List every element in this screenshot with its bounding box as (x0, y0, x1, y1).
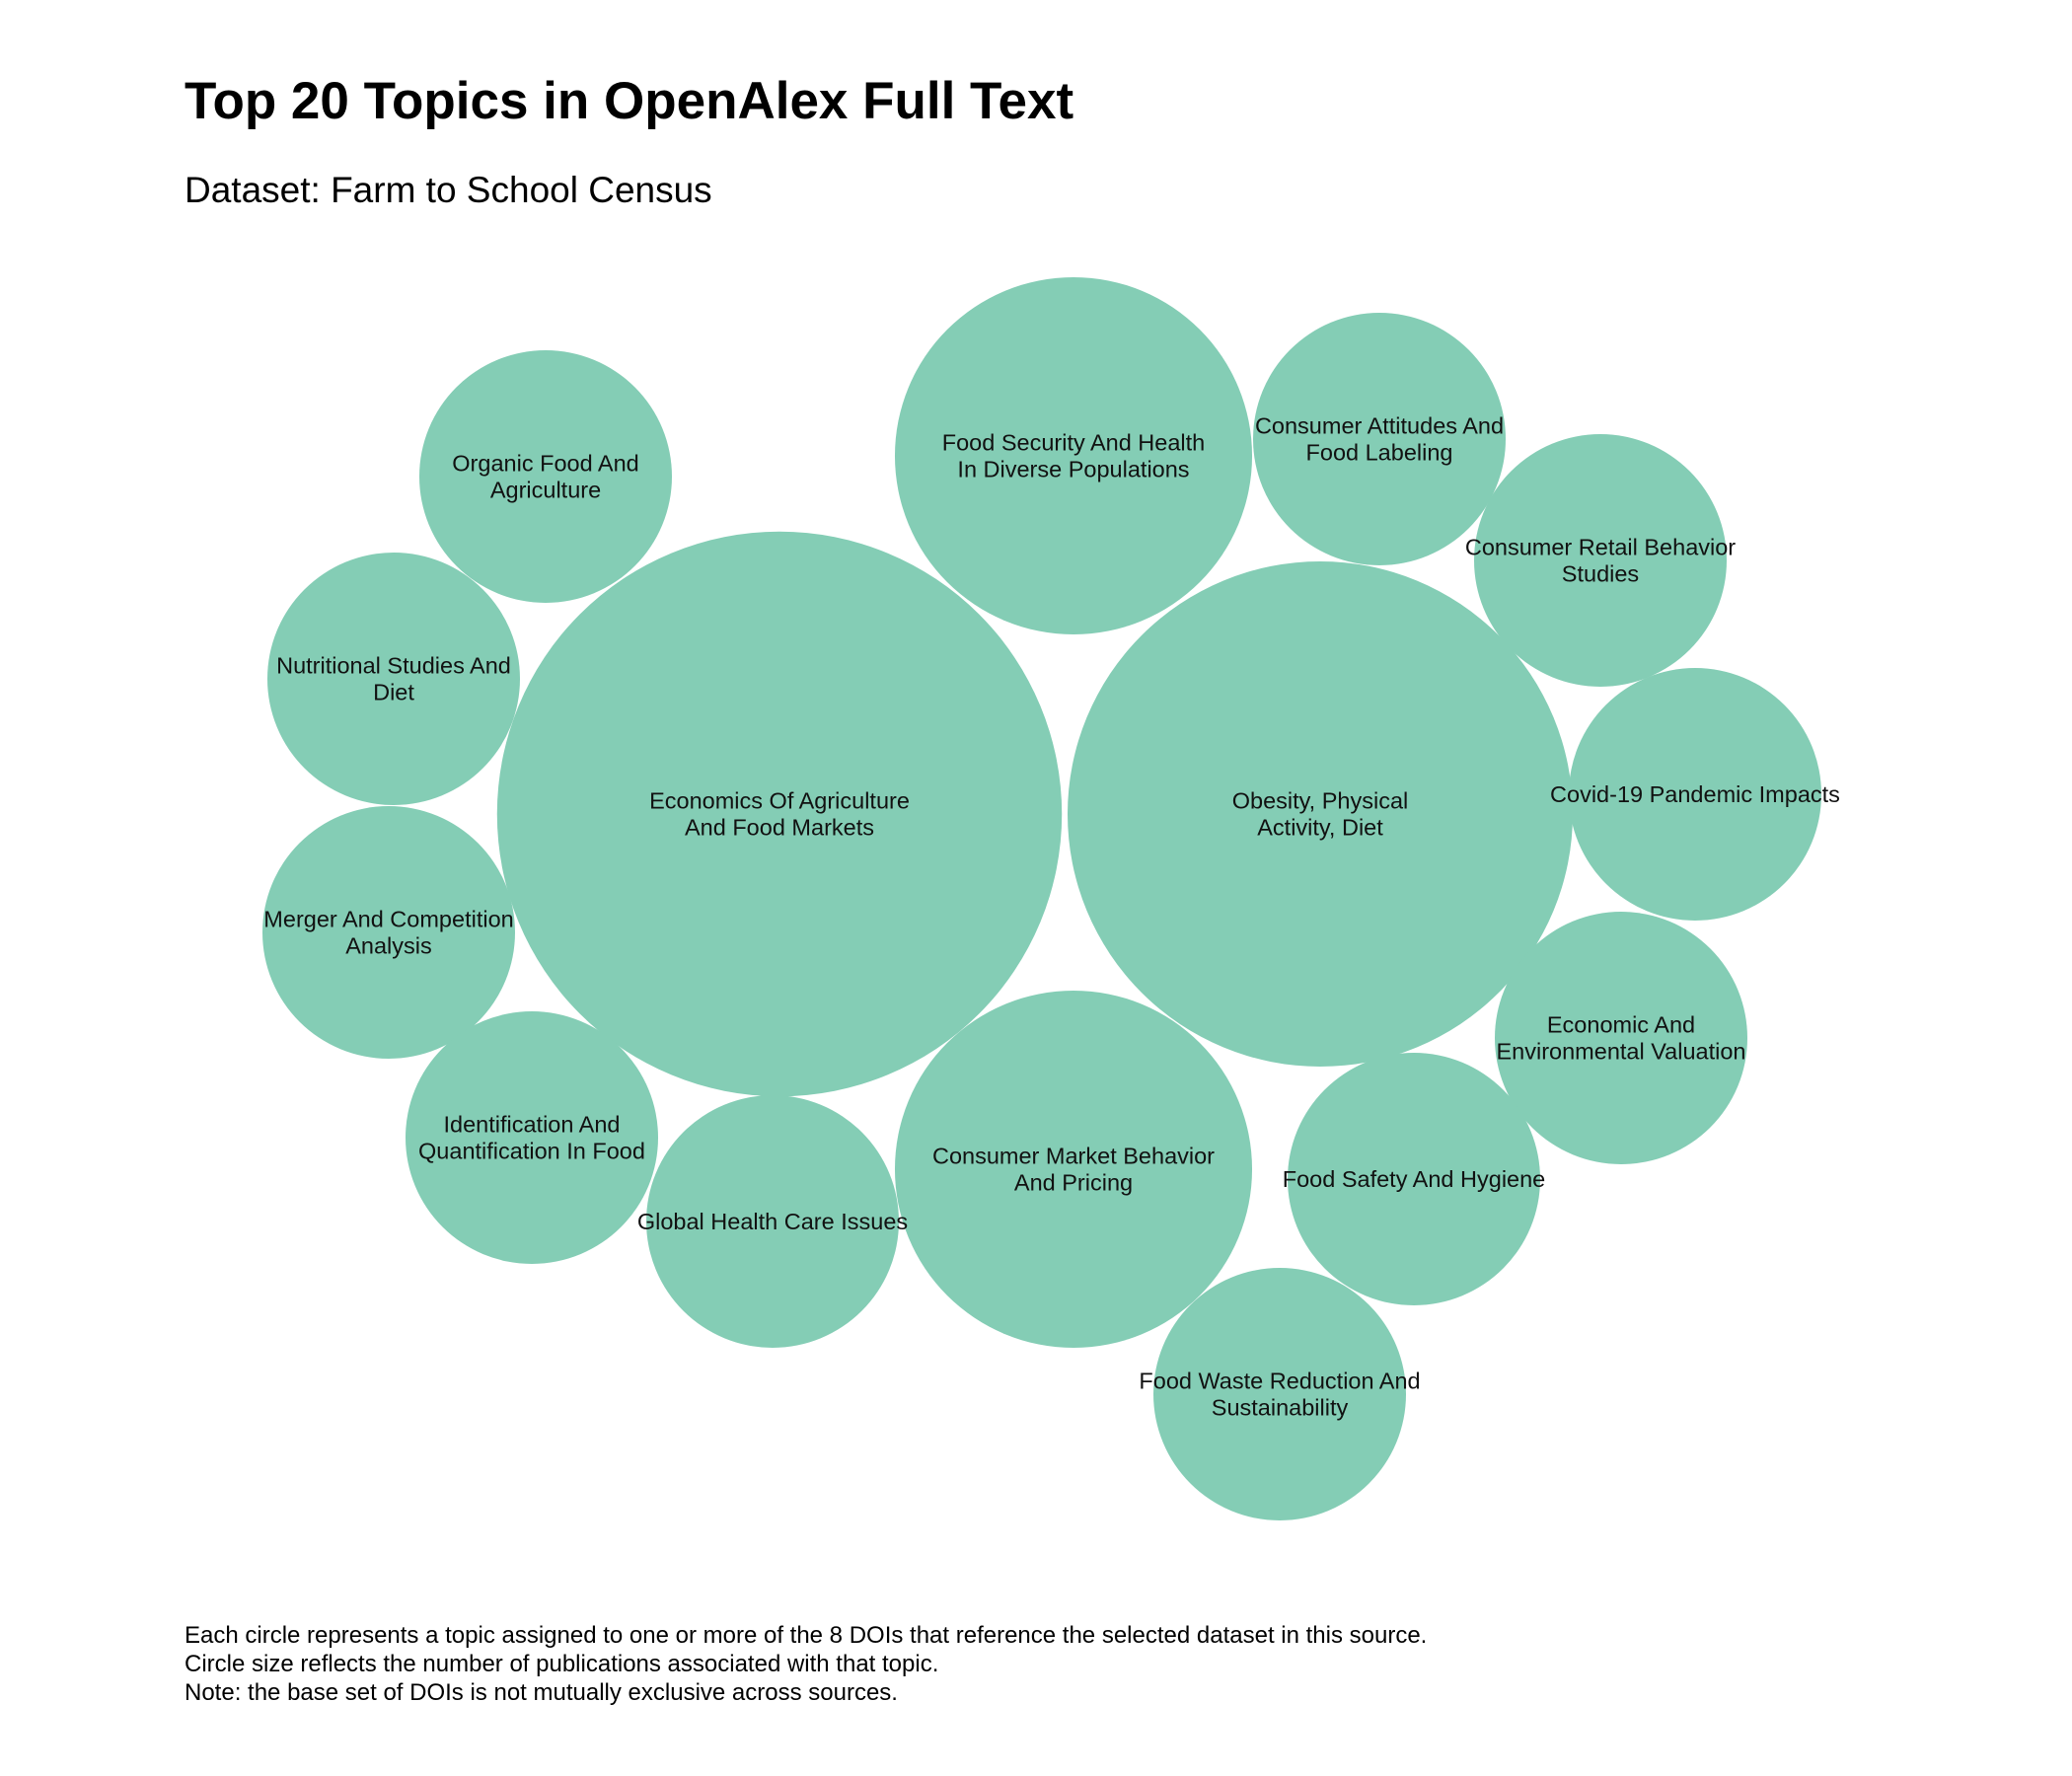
topic-circle (894, 276, 1253, 635)
topic-bubble: Covid-19 Pandemic Impacts (1550, 668, 1840, 921)
topic-label: Covid-19 Pandemic Impacts (1550, 781, 1840, 807)
topic-circle (646, 1095, 899, 1348)
topic-label: Consumer Attitudes And (1255, 413, 1504, 439)
topic-label: Food Waste Reduction And (1139, 1369, 1420, 1394)
caption-line: Each circle represents a topic assigned … (185, 1622, 1428, 1649)
topic-circle (1153, 1268, 1406, 1520)
topic-circle (1495, 912, 1747, 1164)
topic-label: And Pricing (1014, 1170, 1133, 1196)
topic-label: Organic Food And (452, 451, 638, 477)
topic-label: Sustainability (1212, 1395, 1349, 1421)
topic-label: Global Health Care Issues (637, 1209, 908, 1234)
topic-label: Food Security And Health (942, 430, 1206, 456)
caption-line: Circle size reflects the number of publi… (185, 1651, 939, 1677)
chart-caption: Each circle represents a topic assigned … (185, 1621, 1427, 1707)
topic-label: Activity, Diet (1257, 815, 1383, 841)
topic-label: Economic And (1547, 1012, 1695, 1038)
topic-label: Food Labeling (1306, 440, 1453, 466)
topic-circle (894, 990, 1253, 1349)
topic-circle (1474, 434, 1727, 687)
topic-circle (1288, 1053, 1540, 1305)
topic-circle (262, 806, 515, 1059)
topic-label: Diet (373, 680, 414, 705)
topic-circle (1068, 561, 1573, 1067)
topic-circle (1253, 313, 1506, 565)
topic-label: Nutritional Studies And (276, 653, 511, 679)
topic-label: Obesity, Physical (1232, 788, 1409, 814)
topic-circle (1569, 668, 1821, 921)
topic-bubble: Food Safety And Hygiene (1283, 1053, 1546, 1305)
topic-circle (406, 1011, 658, 1264)
topic-label: Environmental Valuation (1497, 1039, 1746, 1065)
topic-label: Analysis (345, 933, 432, 959)
topic-label: Quantification In Food (418, 1139, 645, 1164)
topic-label: Identification And (444, 1112, 621, 1138)
topic-label: In Diverse Populations (957, 457, 1189, 482)
topic-circle (496, 531, 1063, 1097)
topic-bubble: Global Health Care Issues (637, 1095, 908, 1348)
topic-label: Agriculture (490, 478, 601, 503)
topic-circle (419, 350, 672, 603)
topic-label: Economics Of Agriculture (649, 788, 910, 814)
topic-label: And Food Markets (685, 815, 874, 841)
caption-line: Note: the base set of DOIs is not mutual… (185, 1679, 898, 1706)
chart-subtitle: Dataset: Farm to School Census (185, 170, 712, 210)
topic-label: Consumer Retail Behavior (1465, 535, 1736, 560)
topic-label: Studies (1562, 561, 1639, 587)
chart-title: Top 20 Topics in OpenAlex Full Text (185, 72, 1074, 130)
topic-label: Food Safety And Hygiene (1283, 1166, 1546, 1192)
topic-label: Merger And Competition (263, 907, 513, 932)
topic-label: Consumer Market Behavior (932, 1144, 1215, 1169)
topic-circle (267, 553, 520, 805)
